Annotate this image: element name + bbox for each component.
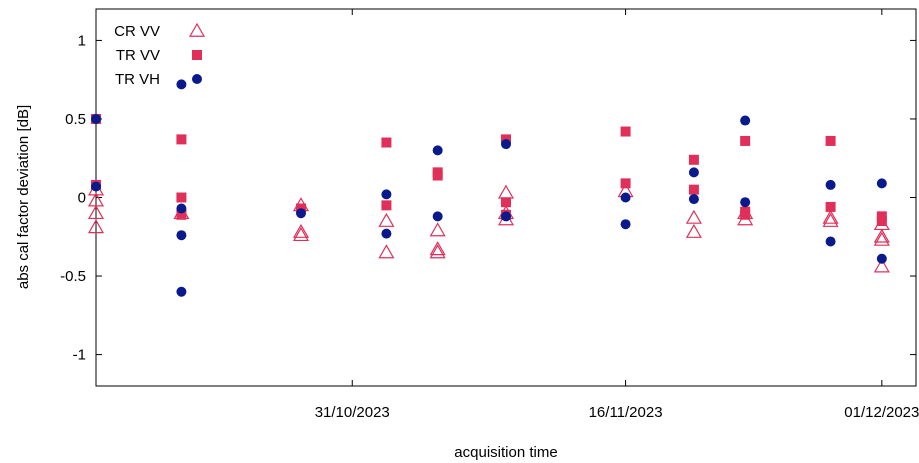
- data-point: [740, 197, 751, 208]
- data-point: [873, 231, 890, 246]
- y-tick-label: 1: [78, 32, 86, 49]
- data-point: [620, 219, 631, 230]
- data-point: [378, 244, 395, 259]
- data-point: [822, 209, 839, 224]
- x-tick-label: 31/10/2023: [315, 404, 390, 421]
- data-point: [501, 211, 511, 222]
- data-point: [620, 126, 631, 137]
- x-tick-label: 16/11/2023: [589, 404, 663, 421]
- data-point: [740, 209, 751, 220]
- data-point: [381, 228, 392, 239]
- data-point: [91, 113, 101, 124]
- y-tick-label: -1: [73, 347, 86, 364]
- legend-marker: [192, 74, 202, 84]
- data-point: [822, 212, 839, 227]
- data-point: [176, 79, 187, 90]
- data-point: [381, 200, 392, 211]
- x-axis-label: acquisition time: [454, 444, 557, 461]
- x-tick-label: 01/12/2023: [844, 404, 919, 421]
- data-point: [688, 154, 699, 165]
- data-point: [620, 192, 631, 203]
- data-point: [296, 208, 306, 219]
- data-point: [176, 134, 187, 145]
- data-point: [87, 204, 105, 220]
- data-point: [381, 137, 392, 148]
- data-points: [87, 79, 890, 297]
- data-point: [876, 178, 887, 189]
- data-point: [685, 223, 702, 238]
- legend-marker: [192, 50, 202, 60]
- y-tick-label: 0: [78, 190, 86, 207]
- data-point: [429, 244, 446, 259]
- data-point: [825, 179, 836, 190]
- legend-label: TR VV: [116, 47, 160, 64]
- data-point: [825, 135, 836, 146]
- data-point: [740, 115, 751, 126]
- data-point: [176, 192, 187, 203]
- data-point: [501, 139, 511, 150]
- y-axis-label: abs cal factor deviation [dB]: [15, 105, 32, 289]
- data-point: [432, 211, 443, 222]
- data-point: [378, 212, 395, 227]
- data-point: [381, 189, 392, 200]
- legend: CR VV TR VV TR VH: [114, 22, 206, 88]
- data-point: [620, 178, 631, 189]
- data-point: [176, 203, 187, 214]
- legend-marker: [188, 22, 206, 37]
- data-point: [688, 184, 699, 195]
- series-tr-vh: [91, 79, 887, 297]
- legend-label: CR VV: [114, 23, 160, 40]
- data-point: [685, 209, 702, 224]
- data-point: [825, 236, 836, 247]
- data-point: [432, 170, 443, 181]
- legend-label: TR VH: [115, 71, 160, 88]
- data-point: [176, 230, 187, 241]
- data-point: [176, 286, 187, 297]
- data-point: [292, 223, 310, 238]
- x-axis: 31/10/2023 16/11/2023 01/12/2023: [315, 9, 919, 421]
- data-point: [688, 194, 699, 205]
- data-point: [91, 181, 101, 192]
- y-axis: 1 0.5 0 -0.5 -1: [60, 32, 916, 364]
- data-point: [876, 253, 887, 264]
- data-point: [825, 201, 836, 212]
- data-point: [432, 145, 443, 156]
- data-point: [429, 241, 446, 256]
- y-tick-label: 0.5: [65, 111, 86, 128]
- data-point: [876, 216, 887, 227]
- data-point: [501, 197, 511, 208]
- data-point: [429, 222, 446, 237]
- data-point: [740, 135, 751, 146]
- y-tick-label: -0.5: [60, 268, 86, 285]
- data-point: [688, 167, 699, 178]
- data-point: [873, 258, 890, 273]
- data-point: [873, 228, 890, 243]
- data-point: [292, 226, 310, 242]
- data-point: [176, 209, 187, 220]
- data-point: [87, 219, 105, 234]
